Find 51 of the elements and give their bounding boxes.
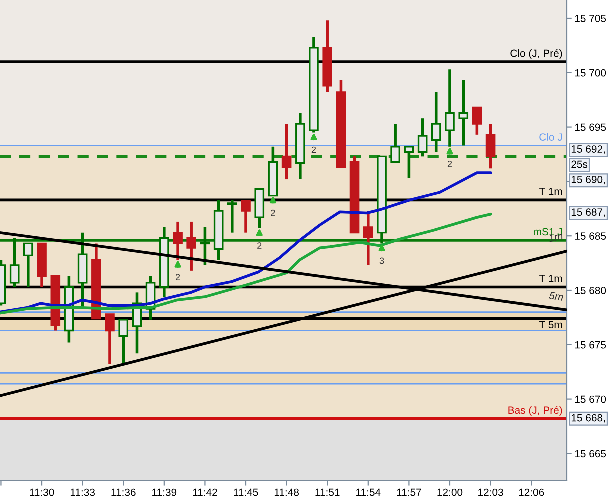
- y-tick-label: 15 685: [575, 232, 606, 240]
- y-tick-label: 15 705: [575, 14, 606, 22]
- x-tick-label: 11:33: [70, 488, 96, 496]
- x-tick-label: 11:30: [30, 488, 54, 496]
- annotation: 15 692,: [572, 146, 605, 154]
- ref-line-label: T 1m: [540, 275, 562, 282]
- x-tick-label: 12:00: [438, 488, 463, 496]
- y-tick-label: 15 680: [575, 287, 606, 294]
- candlestick: [227, 198, 238, 234]
- annotation: 2: [312, 146, 316, 154]
- ref-line-label: T 1m: [540, 188, 562, 196]
- x-tick-label: 11:39: [152, 488, 177, 496]
- annotation: 2: [176, 274, 180, 280]
- x-tick-label: 11:42: [193, 488, 218, 496]
- x-tick-label: 11:57: [397, 488, 422, 496]
- x-tick-label: 12:03: [478, 488, 504, 496]
- x-tick-label: 11:54: [356, 488, 381, 496]
- y-tick-label: 15 675: [575, 341, 606, 349]
- x-tick-label: 11:45: [234, 488, 258, 496]
- annotation: 25s: [572, 160, 588, 168]
- ref-line-label: Bas (J, Pré): [508, 406, 562, 416]
- annotation: 15 668,: [572, 414, 605, 423]
- candlestick: [118, 318, 129, 365]
- annotation: 15 690,: [572, 176, 605, 185]
- line-series: [0, 172, 492, 314]
- text: 5m: [549, 292, 564, 302]
- annotation: 2: [448, 160, 452, 168]
- ref-line-label: Clo J: [540, 133, 562, 141]
- annotation: 15 687,: [572, 208, 605, 218]
- candlestick: [186, 220, 196, 272]
- ref-line-label: mS1 J: [534, 228, 562, 236]
- candlestick: [282, 122, 292, 181]
- candlestick: [364, 210, 374, 267]
- x-tick-label: 11:51: [316, 488, 340, 496]
- annotation: 3: [380, 258, 384, 264]
- y-tick-label: 15 665: [575, 450, 606, 458]
- x-tick-label: 12:06: [519, 488, 544, 496]
- annotation: 2: [271, 210, 276, 216]
- candlestick: [173, 220, 183, 262]
- x-tick-label: 11:36: [112, 488, 136, 496]
- y-tick-label: 15 700: [575, 69, 606, 77]
- y-tick-label: 15 695: [575, 124, 606, 132]
- ref-line-label: Clo (J, Pré): [510, 49, 562, 60]
- annotation: 2: [258, 242, 262, 249]
- candlestick: [472, 106, 482, 136]
- ref-line-label: T 5m: [540, 321, 562, 329]
- candlestick: [486, 122, 496, 170]
- x-tick-label: 11:48: [274, 488, 299, 496]
- candlestick: [241, 200, 251, 234]
- candlestick: [105, 313, 115, 366]
- y-tick-label: 15 670: [575, 396, 606, 404]
